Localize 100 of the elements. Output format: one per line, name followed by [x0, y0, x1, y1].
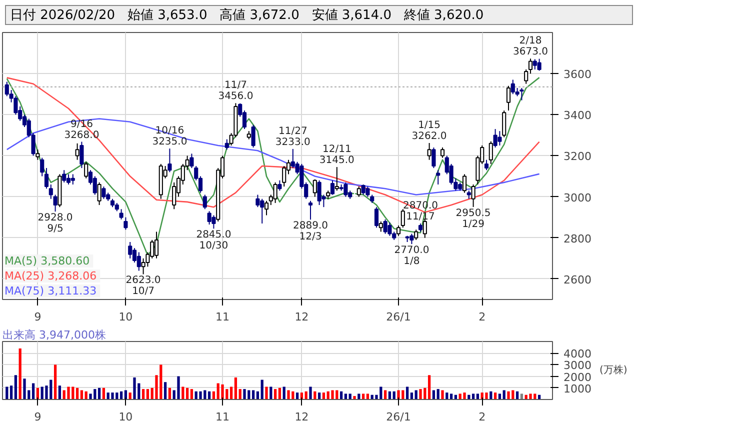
- annotation: 11/7 3456.0: [218, 80, 254, 102]
- candlestick: [102, 186, 106, 200]
- candlestick: [53, 194, 58, 212]
- bar: [58, 386, 62, 400]
- y-tick-label: 3600: [564, 68, 592, 82]
- bar: [358, 394, 360, 400]
- bar: [274, 389, 277, 400]
- candlestick: [44, 168, 49, 190]
- bar: [278, 388, 282, 400]
- text: MA(75) 3,111.33: [4, 284, 97, 298]
- bar: [54, 364, 57, 400]
- bar: [146, 389, 150, 400]
- candlestick: [388, 222, 392, 236]
- y-tick-label: 3400: [564, 109, 592, 122]
- candlestick: [502, 110, 506, 138]
- text: MA(5) 3,580.60: [4, 254, 90, 268]
- bar: [331, 390, 334, 400]
- candlestick: [498, 130, 502, 146]
- bar: [520, 394, 524, 400]
- bar: [164, 382, 167, 400]
- candlestick: [84, 161, 88, 179]
- annotation: 2845.0 10/30: [196, 230, 232, 252]
- candlestick: [128, 241, 132, 259]
- bar: [476, 394, 480, 400]
- x-tick-label: 12: [294, 310, 309, 324]
- candlestick: [80, 141, 84, 169]
- candlestick: [410, 233, 414, 245]
- bar: [80, 390, 84, 400]
- candlestick: [356, 186, 361, 198]
- x-tick-label: 12: [294, 410, 309, 422]
- bar: [502, 390, 506, 400]
- text: MA(25) 3,268.06: [4, 270, 97, 282]
- annotation: 2/18 3673.0: [513, 36, 548, 58]
- candlestick: [361, 184, 366, 196]
- bar: [428, 375, 431, 400]
- bar: [260, 380, 264, 400]
- y-tick-label: 2600: [564, 273, 592, 286]
- candlestick: [62, 170, 66, 183]
- candlestick: [92, 176, 97, 196]
- x-tick-label: 2: [478, 410, 486, 422]
- candlestick: [344, 182, 348, 198]
- bar: [252, 390, 255, 400]
- candlestick: [471, 184, 476, 208]
- bar: [102, 388, 106, 400]
- candlestick: [427, 142, 432, 160]
- bar: [76, 388, 79, 400]
- candlestick: [378, 220, 383, 232]
- candlestick: [136, 252, 141, 272]
- bar: [186, 388, 189, 400]
- bar: [348, 394, 352, 400]
- candlestick: [202, 194, 207, 210]
- candlestick: [334, 166, 339, 192]
- candlestick: [422, 218, 427, 238]
- candlestick: [75, 142, 80, 160]
- bar: [353, 396, 356, 400]
- candlestick: [40, 157, 44, 177]
- candlestick: [48, 184, 53, 200]
- chart-title: 出来高 3,947,000株: [2, 328, 106, 342]
- candlestick: [207, 210, 212, 226]
- y-tick-label: 3200: [564, 150, 592, 164]
- candlestick: [520, 87, 524, 101]
- candlestick: [251, 124, 256, 148]
- bar: [18, 348, 22, 400]
- bar: [111, 392, 114, 400]
- bar: [10, 386, 13, 400]
- candlestick: [462, 174, 467, 194]
- candlestick: [317, 180, 322, 206]
- bar: [238, 389, 242, 400]
- bar: [366, 394, 370, 400]
- x-tick-label: 10: [118, 410, 133, 422]
- candlestick: [224, 138, 229, 150]
- annotation: 2928.0 9/5: [38, 212, 73, 235]
- bar: [436, 389, 440, 400]
- annotation: 1/15 3262.0: [412, 120, 447, 142]
- bar: [362, 394, 365, 400]
- bar: [463, 392, 466, 400]
- annotation: 2889.0 12/3: [293, 220, 328, 243]
- x-tick-label: 11: [216, 310, 230, 324]
- candlestick: [440, 147, 445, 158]
- candlestick: [400, 208, 405, 228]
- candlestick: [190, 153, 194, 169]
- candlestick: [132, 248, 137, 264]
- bar: [199, 391, 202, 400]
- bar: [344, 394, 348, 400]
- bar: [243, 389, 246, 400]
- candlestick: [436, 170, 440, 185]
- bar: [221, 384, 224, 400]
- candlestick: [493, 128, 498, 148]
- candlestick: [488, 140, 493, 164]
- bar: [23, 378, 26, 400]
- candlestick: [312, 178, 317, 198]
- bar: [14, 375, 18, 400]
- candlestick: [264, 200, 269, 216]
- annotation: 2623.0 10/7: [126, 275, 161, 298]
- candlestick: [484, 159, 489, 171]
- candlestick: [308, 200, 313, 220]
- bar: [414, 390, 418, 400]
- x-tick-label: 9: [34, 410, 42, 422]
- x-tick-label: 26/1: [386, 410, 411, 422]
- bar: [406, 386, 409, 400]
